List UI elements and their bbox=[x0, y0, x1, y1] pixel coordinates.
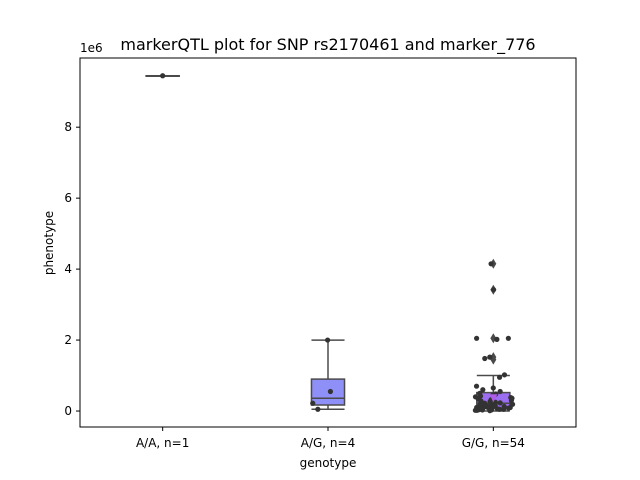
data-point bbox=[487, 354, 493, 360]
data-point bbox=[482, 355, 488, 362]
data-point bbox=[472, 407, 478, 413]
y-tick-label: 0 bbox=[64, 404, 72, 418]
mean-marker bbox=[489, 394, 498, 403]
y-tick-label: 2 bbox=[64, 333, 72, 347]
data-point bbox=[497, 400, 503, 406]
x-axis-label: genotype bbox=[300, 456, 357, 470]
data-point bbox=[496, 406, 502, 412]
plot-area bbox=[145, 73, 516, 414]
x-tick-label: A/G, n=4 bbox=[301, 436, 355, 450]
chart-title: markerQTL plot for SNP rs2170461 and mar… bbox=[120, 35, 535, 55]
data-point bbox=[310, 400, 316, 406]
data-point bbox=[473, 383, 480, 389]
data-point bbox=[508, 397, 515, 403]
data-point bbox=[479, 407, 485, 413]
data-point bbox=[501, 372, 508, 378]
data-point bbox=[494, 336, 500, 342]
data-point bbox=[497, 388, 503, 395]
data-point bbox=[160, 73, 166, 79]
data-point bbox=[505, 405, 512, 411]
y-tick-label: 4 bbox=[64, 262, 72, 276]
y-axis-label: phenotype bbox=[42, 211, 56, 275]
data-point bbox=[474, 335, 480, 341]
y-tick-label: 6 bbox=[64, 191, 72, 205]
data-point bbox=[487, 408, 493, 414]
data-point bbox=[315, 406, 321, 412]
data-point bbox=[325, 337, 331, 343]
data-point bbox=[490, 385, 496, 391]
data-point bbox=[488, 261, 494, 267]
data-point bbox=[480, 387, 486, 393]
x-tick-label: A/A, n=1 bbox=[136, 436, 189, 450]
y-multiplier-label: 1e6 bbox=[80, 41, 103, 55]
data-point bbox=[496, 374, 503, 380]
x-tick-label: G/G, n=54 bbox=[462, 436, 525, 450]
y-tick-label: 8 bbox=[64, 120, 72, 134]
data-point bbox=[501, 406, 507, 412]
data-point bbox=[490, 287, 497, 293]
data-point bbox=[327, 388, 334, 395]
data-point bbox=[505, 335, 511, 341]
